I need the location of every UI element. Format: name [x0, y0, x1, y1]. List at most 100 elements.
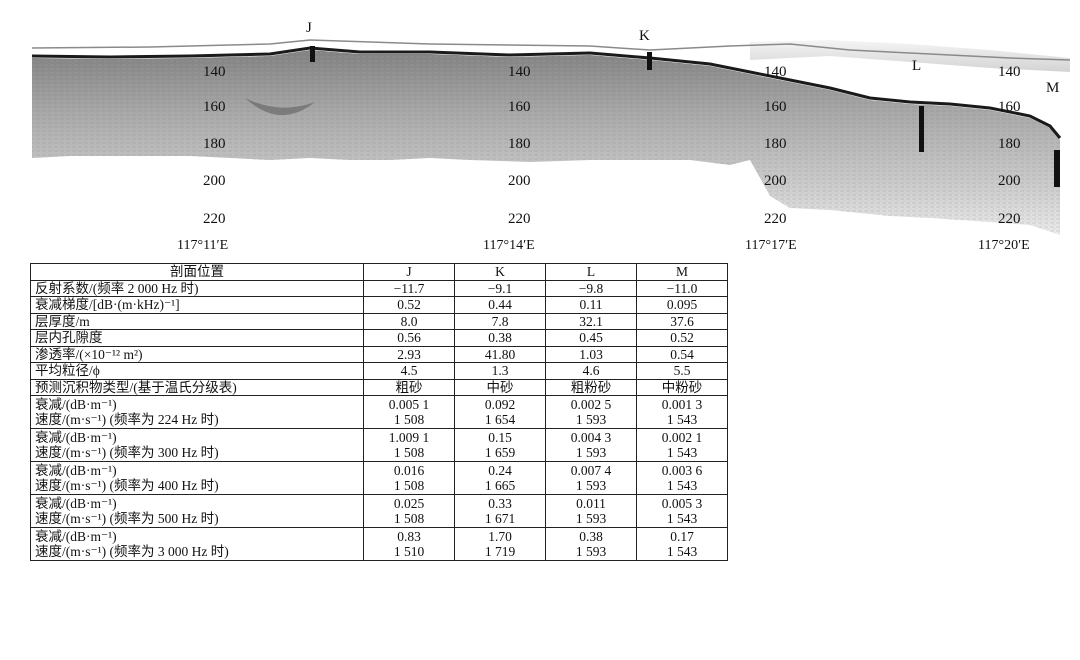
row-label: 衰减梯度/[dB·(m·kHz)⁻¹]	[30, 296, 364, 314]
row-label: 衰减/(dB·m⁻¹) 速度/(m·s⁻¹) (频率为 500 Hz 时)	[30, 494, 364, 528]
table-cell: 1.3	[454, 362, 546, 380]
table-row: 层厚度/m 8.0 7.8 32.1 37.6	[30, 312, 728, 330]
table-row: 反射系数/(频率 2 000 Hz 时) −11.7 −9.1 −9.8 −11…	[30, 279, 728, 297]
table-cell: 0.52	[363, 296, 455, 314]
table-row: 衰减梯度/[dB·(m·kHz)⁻¹] 0.52 0.44 0.11 0.095	[30, 296, 728, 314]
velocity-value: 1 543	[666, 412, 698, 427]
table-cell: 0.24 1 665	[454, 461, 546, 495]
table-cell: 5.5	[636, 362, 728, 380]
table-cell: 0.52	[636, 329, 728, 347]
table-cell: 0.38	[454, 329, 546, 347]
depth-label: 160	[203, 99, 226, 115]
velocity-value: 1 543	[666, 544, 698, 559]
attenuation-value: 0.002 1	[661, 429, 703, 445]
depth-label: 140	[508, 64, 531, 80]
velocity-label: 速度/(m·s⁻¹) (频率为 224 Hz 时)	[35, 412, 219, 427]
attenuation-value: 0.002 5	[570, 396, 612, 412]
depth-label: 200	[764, 173, 787, 189]
depth-label: 200	[203, 173, 226, 189]
site-marker-m	[1054, 150, 1060, 187]
attenuation-value: 0.83	[397, 528, 421, 544]
row-label: 反射系数/(频率 2 000 Hz 时)	[30, 279, 364, 297]
frequency-row-224hz: 衰减/(dB·m⁻¹) 速度/(m·s⁻¹) (频率为 224 Hz 时) 0.…	[30, 395, 728, 429]
header-cell: K	[454, 263, 546, 281]
attenuation-value: 0.17	[670, 528, 694, 544]
table-row: 预测沉积物类型/(基于温氏分级表) 粗砂 中砂 粗粉砂 中粉砂	[30, 378, 728, 396]
table-cell: 32.1	[545, 312, 637, 330]
velocity-value: 1 543	[666, 478, 698, 493]
seabed-surface-line	[31, 39, 1071, 61]
velocity-value: 1 593	[575, 544, 607, 559]
table-cell: −9.8	[545, 279, 637, 297]
attenuation-value: 0.005 3	[661, 495, 703, 511]
depth-label: 180	[508, 136, 531, 152]
velocity-value: 1 510	[393, 544, 425, 559]
attenuation-value: 0.24	[488, 462, 512, 478]
attenuation-label: 衰减/(dB·m⁻¹)	[35, 429, 117, 445]
attenuation-value: 0.15	[488, 429, 512, 445]
velocity-value: 1 508	[393, 445, 425, 460]
attenuation-value: 0.33	[488, 495, 512, 511]
depth-label: 160	[764, 99, 787, 115]
depth-label: 140	[203, 64, 226, 80]
table-cell: 0.17 1 543	[636, 527, 728, 561]
depth-label: 160	[998, 99, 1021, 115]
frequency-row-400hz: 衰减/(dB·m⁻¹) 速度/(m·s⁻¹) (频率为 400 Hz 时) 0.…	[30, 461, 728, 495]
seismic-profile: J K L M 140 160 180 200 220 140 160 180 …	[31, 20, 1071, 253]
table-cell: 粗砂	[363, 378, 455, 396]
table-cell: 0.83 1 510	[363, 527, 455, 561]
longitude-label: 117°17′E	[745, 238, 797, 253]
row-label: 衰减/(dB·m⁻¹) 速度/(m·s⁻¹) (频率为 400 Hz 时)	[30, 461, 364, 495]
longitude-label: 117°20′E	[978, 238, 1030, 253]
buried-channel	[245, 98, 315, 116]
depth-label: 160	[508, 99, 531, 115]
velocity-label: 速度/(m·s⁻¹) (频率为 300 Hz 时)	[35, 445, 219, 460]
row-label: 渗透率/(×10⁻¹² m²)	[30, 345, 364, 363]
table-cell: −11.7	[363, 279, 455, 297]
seabed-reflector	[31, 46, 1062, 139]
row-label: 层内孔隙度	[30, 329, 364, 347]
velocity-value: 1 508	[393, 511, 425, 526]
attenuation-value: 0.025	[393, 495, 425, 511]
depth-label: 140	[764, 64, 787, 80]
row-label: 平均粒径/ϕ	[30, 362, 364, 380]
table-cell: 0.33 1 671	[454, 494, 546, 528]
table-cell: 0.45	[545, 329, 637, 347]
table-cell: 粗粉砂	[545, 378, 637, 396]
velocity-value: 1 719	[484, 544, 516, 559]
velocity-value: 1 508	[393, 478, 425, 493]
attenuation-value: 0.007 4	[570, 462, 612, 478]
depth-label: 220	[508, 211, 531, 227]
velocity-value: 1 659	[484, 445, 516, 460]
attenuation-value: 1.009 1	[388, 429, 430, 445]
velocity-label: 速度/(m·s⁻¹) (频率为 500 Hz 时)	[35, 511, 219, 526]
table-cell: 1.70 1 719	[454, 527, 546, 561]
row-label: 预测沉积物类型/(基于温氏分级表)	[30, 378, 364, 396]
site-marker-l	[919, 106, 924, 152]
depth-label: 220	[203, 211, 226, 227]
velocity-value: 1 593	[575, 478, 607, 493]
site-label-l: L	[912, 58, 921, 74]
velocity-value: 1 593	[575, 445, 607, 460]
attenuation-value: 1.70	[488, 528, 512, 544]
table-cell: 0.54	[636, 345, 728, 363]
depth-label: 200	[998, 173, 1021, 189]
header-cell: J	[363, 263, 455, 281]
depth-label: 180	[764, 136, 787, 152]
attenuation-value: 0.38	[579, 528, 603, 544]
velocity-value: 1 543	[666, 445, 698, 460]
depth-label: 220	[764, 211, 787, 227]
site-label-m: M	[1046, 80, 1059, 96]
header-cell: 剖面位置	[30, 263, 364, 281]
row-label: 衰减/(dB·m⁻¹) 速度/(m·s⁻¹) (频率为 3 000 Hz 时)	[30, 527, 364, 561]
velocity-value: 1 654	[484, 412, 516, 427]
velocity-value: 1 593	[575, 412, 607, 427]
table-cell: 中砂	[454, 378, 546, 396]
row-label: 层厚度/m	[30, 312, 364, 330]
velocity-value: 1 543	[666, 511, 698, 526]
